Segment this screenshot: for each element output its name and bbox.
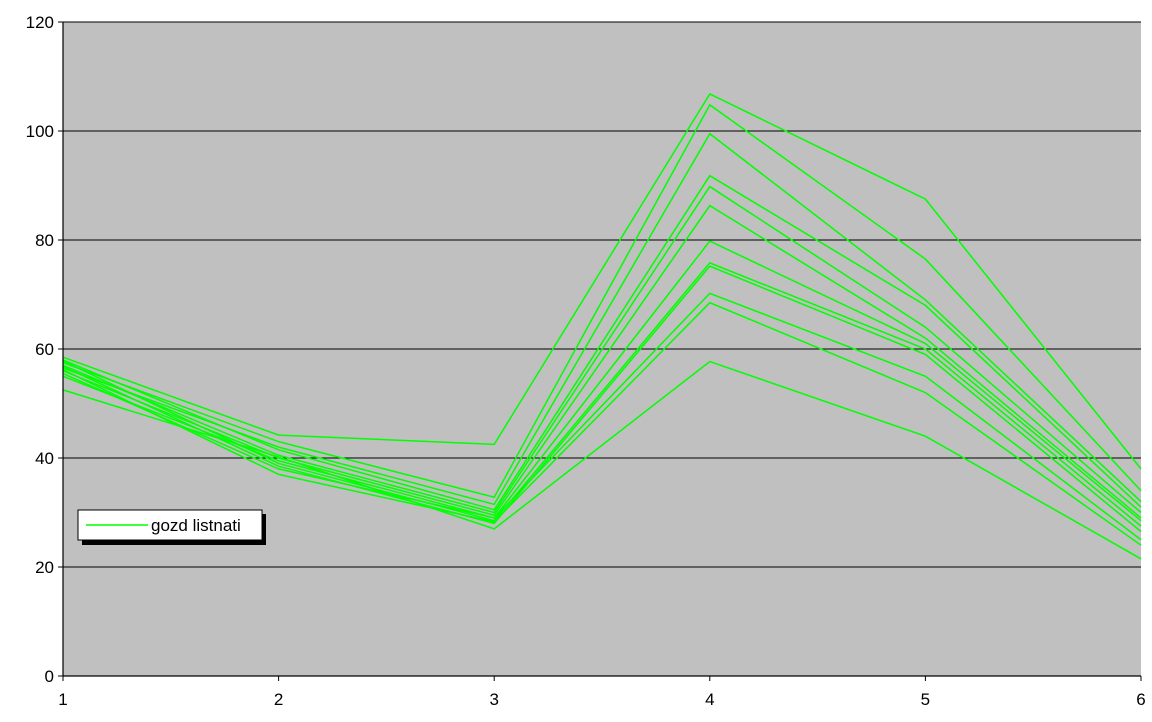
x-tick-label: 5 xyxy=(921,690,930,709)
x-tick-label: 2 xyxy=(274,690,283,709)
legend-label: gozd listnati xyxy=(151,516,241,535)
series-line-6 xyxy=(62,204,1142,519)
series-line-4 xyxy=(62,174,1142,511)
series-line-5 xyxy=(62,185,1142,514)
series-line-2 xyxy=(62,103,1142,499)
y-tick-label: 60 xyxy=(35,340,54,359)
series-line-10 xyxy=(62,292,1142,541)
y-tick-label: 0 xyxy=(45,667,54,686)
series-line-9 xyxy=(62,265,1142,533)
y-tick-label: 120 xyxy=(26,13,54,32)
y-tick-label: 100 xyxy=(26,122,54,141)
series-line-3 xyxy=(62,132,1142,506)
x-tick-label: 1 xyxy=(58,690,67,709)
series-line-1 xyxy=(62,92,1142,470)
x-tick-label: 4 xyxy=(705,690,714,709)
series-line-11 xyxy=(62,301,1142,546)
x-tick-label: 3 xyxy=(489,690,498,709)
y-axis-ticks: 0 20 40 60 80 100 120 xyxy=(26,13,63,686)
legend: gozd listnati xyxy=(77,509,266,545)
series-lines xyxy=(62,92,1142,560)
series-line-12 xyxy=(62,360,1142,560)
y-tick-label: 40 xyxy=(35,449,54,468)
x-tick-label: 6 xyxy=(1136,690,1145,709)
y-tick-label: 20 xyxy=(35,558,54,577)
x-axis-ticks: 1 2 3 4 5 6 xyxy=(58,676,1146,709)
y-tick-label: 80 xyxy=(35,231,54,250)
